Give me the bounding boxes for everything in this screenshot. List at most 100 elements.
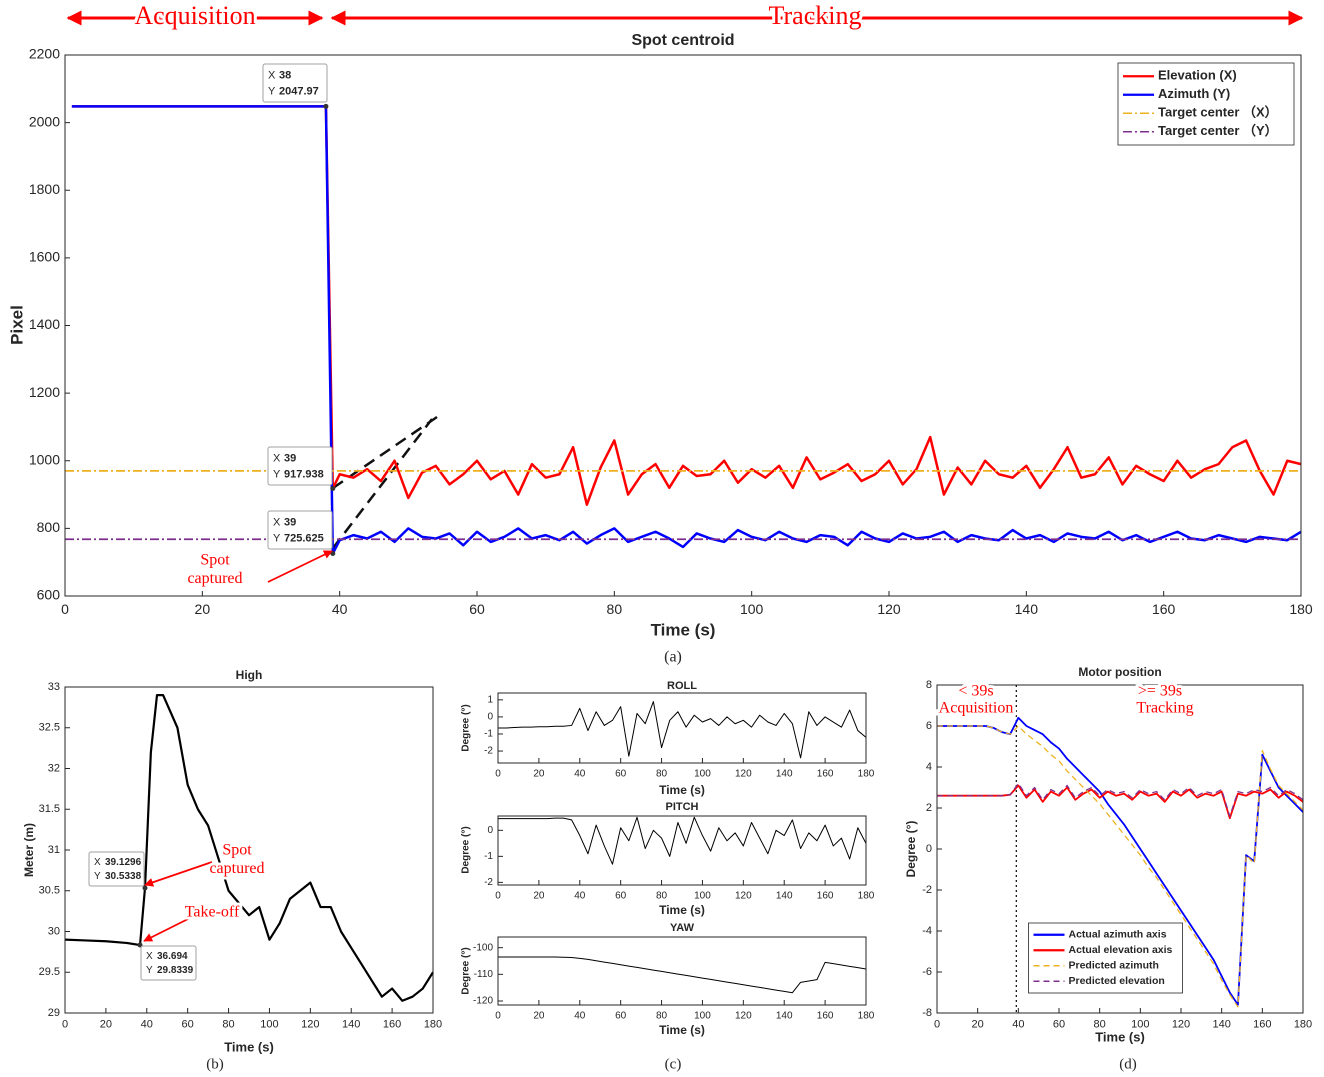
annotation: Acquisition bbox=[939, 700, 1014, 717]
y-axis-label: Meter (m) bbox=[22, 823, 36, 877]
x-tick-label: 120 bbox=[301, 1019, 319, 1031]
plot-area bbox=[65, 687, 433, 1013]
x-tick-label: 120 bbox=[735, 1011, 752, 1022]
x-tick-label: 0 bbox=[934, 1019, 940, 1031]
annotation: Spot bbox=[200, 552, 230, 569]
callout-line bbox=[332, 418, 433, 549]
datatip-label: Y bbox=[146, 965, 153, 976]
x-tick-label: 0 bbox=[495, 769, 501, 780]
series-line bbox=[71, 105, 1302, 506]
annotation-arrow bbox=[267, 550, 333, 583]
y-tick-label: -1 bbox=[484, 851, 493, 862]
annotation: captured bbox=[209, 860, 264, 877]
y-tick-label: 1600 bbox=[29, 249, 60, 265]
plot-frame bbox=[936, 684, 1304, 1014]
y-tick-label: 1 bbox=[487, 694, 493, 705]
plot-area bbox=[498, 693, 866, 763]
x-tick-label: 100 bbox=[740, 601, 764, 617]
series-line bbox=[64, 694, 434, 1002]
x-tick-label: 80 bbox=[656, 1011, 668, 1022]
x-tick-label: 140 bbox=[1015, 601, 1039, 617]
y-axis-label: Pixel bbox=[7, 305, 26, 345]
annotation: >= 39s bbox=[1138, 683, 1182, 700]
x-tick-label: 140 bbox=[1212, 1019, 1230, 1031]
annotation: < 39s bbox=[958, 683, 993, 700]
y-tick-label: 32 bbox=[48, 762, 60, 774]
series-line bbox=[498, 956, 867, 994]
x-tick-label: 60 bbox=[615, 891, 627, 902]
y-tick-label: 29.5 bbox=[39, 966, 60, 978]
y-tick-label: 31.5 bbox=[39, 803, 60, 815]
datatip-value: 30.5338 bbox=[105, 871, 142, 882]
y-tick-label: -4 bbox=[922, 925, 932, 937]
datatip-label: Y bbox=[273, 532, 281, 544]
x-tick-label: 160 bbox=[383, 1019, 401, 1031]
annotation: Acquisition bbox=[134, 1, 255, 30]
annotation-arrow bbox=[143, 917, 191, 942]
caption: (a) bbox=[664, 649, 682, 666]
x-tick-label: 20 bbox=[533, 891, 545, 902]
x-tick-label: 160 bbox=[817, 891, 834, 902]
legend-label: Elevation (X) bbox=[1158, 68, 1237, 83]
x-tick-label: 160 bbox=[1253, 1019, 1271, 1031]
y-tick-label: 32.5 bbox=[39, 722, 60, 734]
x-tick-label: 120 bbox=[735, 891, 752, 902]
y-axis-label: Degree (°) bbox=[461, 947, 472, 994]
legend-label: Actual elevation axis bbox=[1069, 944, 1173, 956]
y-tick-label: 0 bbox=[487, 712, 493, 723]
y-tick-label: -1 bbox=[484, 729, 493, 740]
y-tick-label: -6 bbox=[922, 966, 932, 978]
datatip-box bbox=[262, 63, 328, 103]
y-tick-label: -110 bbox=[474, 969, 494, 980]
y-tick-label: 1000 bbox=[29, 451, 60, 467]
datatip-label: Y bbox=[94, 871, 101, 882]
annotation: Tracking bbox=[769, 1, 862, 30]
x-tick-label: 0 bbox=[495, 891, 501, 902]
plot-area bbox=[498, 937, 866, 1005]
y-axis-label: Degree (°) bbox=[461, 826, 472, 873]
y-tick-label: 600 bbox=[37, 587, 61, 603]
x-tick-label: 180 bbox=[858, 891, 875, 902]
datatip-box bbox=[267, 446, 333, 486]
x-tick-label: 160 bbox=[817, 769, 834, 780]
chart-title: ROLL bbox=[667, 680, 697, 692]
y-tick-label: -100 bbox=[473, 942, 493, 953]
series-line bbox=[937, 782, 1304, 817]
datatip-box bbox=[88, 851, 145, 887]
x-tick-label: 180 bbox=[858, 1011, 875, 1022]
legend-label: Predicted elevation bbox=[1069, 975, 1165, 987]
datatip-point bbox=[323, 103, 329, 109]
x-tick-label: 140 bbox=[776, 769, 793, 780]
datatip-label: Y bbox=[268, 85, 276, 97]
annotation: Tracking bbox=[1136, 700, 1193, 717]
y-tick-label: 4 bbox=[926, 761, 932, 773]
chart-title: Spot centroid bbox=[631, 32, 734, 49]
x-tick-label: 40 bbox=[574, 769, 586, 780]
datatip-label: X bbox=[268, 69, 276, 81]
x-tick-label: 20 bbox=[195, 601, 211, 617]
x-tick-label: 180 bbox=[858, 769, 875, 780]
y-tick-label: 1400 bbox=[29, 316, 60, 332]
x-tick-label: 120 bbox=[877, 601, 901, 617]
y-tick-label: 2 bbox=[926, 802, 932, 814]
datatip-box bbox=[140, 945, 197, 981]
caption: (d) bbox=[1119, 1056, 1137, 1072]
x-tick-label: 80 bbox=[222, 1019, 234, 1031]
x-tick-label: 100 bbox=[694, 1011, 711, 1022]
x-tick-label: 140 bbox=[776, 1011, 793, 1022]
plot-area bbox=[498, 816, 866, 885]
y-tick-label: 6 bbox=[926, 720, 932, 732]
datatip-value: 39.1296 bbox=[105, 857, 142, 868]
legend-label: Target center （Y） bbox=[1158, 123, 1278, 138]
x-tick-label: 100 bbox=[694, 769, 711, 780]
y-tick-label: 30.5 bbox=[39, 885, 60, 897]
x-axis-label: Time (s) bbox=[651, 620, 716, 639]
x-tick-label: 0 bbox=[495, 1011, 501, 1022]
x-tick-label: 160 bbox=[1152, 601, 1176, 617]
datatip-label: X bbox=[273, 516, 281, 528]
y-tick-label: -8 bbox=[922, 1007, 932, 1019]
y-tick-label: 1200 bbox=[29, 384, 60, 400]
legend-label: Predicted azimuth bbox=[1069, 960, 1159, 972]
legend-label: Target center （X） bbox=[1158, 105, 1278, 120]
chart-title: Motor position bbox=[1078, 665, 1161, 679]
